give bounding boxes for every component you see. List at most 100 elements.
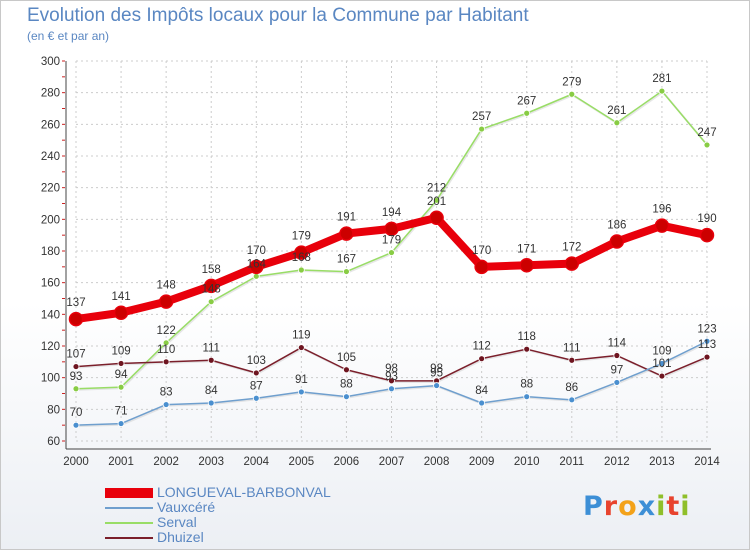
- data-label: 212: [427, 182, 446, 194]
- y-tick-label: 220: [41, 183, 60, 195]
- data-label: 110: [157, 344, 175, 356]
- logo-letter: P: [583, 491, 604, 522]
- data-label: 98: [385, 363, 398, 375]
- data-point: [207, 298, 215, 306]
- data-point: [388, 377, 395, 385]
- x-tick-label: 2013: [649, 456, 675, 468]
- data-label: 261: [607, 105, 626, 117]
- chart-title: Evolution des Impôts locaux pour la Comm…: [27, 5, 529, 26]
- data-label: 247: [697, 127, 716, 139]
- data-label: 103: [247, 355, 266, 367]
- data-point: [297, 266, 305, 274]
- y-tick-label: 140: [41, 309, 60, 321]
- x-tick-label: 2004: [243, 456, 269, 468]
- logo-letter: t: [666, 491, 681, 522]
- x-tick-label: 2009: [469, 456, 495, 468]
- data-label: 109: [111, 345, 130, 357]
- data-point: [343, 268, 350, 275]
- data-point: [478, 399, 486, 407]
- y-tick-label: 240: [41, 151, 60, 163]
- data-label: 107: [66, 349, 85, 361]
- data-point: [297, 344, 305, 351]
- data-point: [162, 339, 170, 347]
- data-label: 164: [247, 258, 267, 270]
- y-tick-label: 60: [47, 436, 60, 448]
- y-tick-label: 180: [41, 246, 60, 258]
- data-label: 84: [475, 385, 488, 397]
- data-label: 105: [337, 352, 356, 364]
- legend-swatch: [105, 488, 153, 498]
- data-label: 91: [295, 374, 308, 386]
- data-label: 98: [430, 363, 443, 375]
- data-label: 119: [292, 330, 310, 342]
- data-point: [297, 388, 305, 396]
- legend-swatch: [105, 507, 153, 509]
- data-point: [249, 259, 264, 275]
- data-label: 196: [652, 204, 671, 216]
- legend-swatch: [105, 537, 153, 539]
- y-tick-label: 80: [47, 404, 60, 416]
- x-tick-label: 2006: [334, 456, 360, 468]
- y-tick-label: 120: [41, 341, 60, 353]
- y-tick-label: 260: [41, 119, 60, 131]
- x-tick-label: 2014: [694, 456, 720, 468]
- proxiti-logo: Proxiti: [583, 491, 691, 522]
- data-point: [703, 141, 711, 149]
- data-point: [523, 345, 531, 353]
- data-point: [429, 210, 444, 225]
- data-label: 172: [562, 242, 581, 254]
- data-label: 123: [697, 323, 716, 335]
- logo-letter: x: [637, 491, 657, 522]
- x-tick-label: 2005: [289, 456, 315, 468]
- data-point: [658, 360, 666, 367]
- data-point: [568, 356, 576, 364]
- data-point: [117, 360, 125, 367]
- legend-label: LONGUEVAL-BARBONVAL: [157, 484, 331, 500]
- data-point: [117, 383, 125, 391]
- data-point: [478, 125, 486, 133]
- data-label: 168: [292, 252, 311, 264]
- data-point: [162, 358, 170, 366]
- data-label: 267: [517, 95, 536, 107]
- legend-label: Vauxcéré: [157, 499, 216, 515]
- data-label: 148: [157, 280, 176, 292]
- data-label: 179: [382, 235, 401, 247]
- data-label: 190: [697, 213, 716, 225]
- data-label: 88: [340, 379, 353, 391]
- data-label: 167: [337, 254, 356, 266]
- data-point: [658, 372, 666, 380]
- data-label: 84: [205, 385, 218, 397]
- data-label: 281: [652, 73, 671, 85]
- data-point: [613, 119, 621, 127]
- data-label: 94: [115, 369, 128, 381]
- data-point: [252, 394, 260, 402]
- data-label: 112: [472, 341, 490, 353]
- data-point: [158, 294, 174, 309]
- data-label: 88: [520, 379, 533, 391]
- legend-label: Serval: [157, 514, 197, 530]
- x-tick-label: 2001: [108, 456, 134, 468]
- x-tick-label: 2012: [604, 456, 630, 468]
- data-label: 158: [202, 264, 221, 276]
- x-tick-label: 2011: [559, 456, 584, 468]
- data-point: [703, 337, 711, 345]
- data-point: [384, 221, 399, 237]
- data-label: 70: [70, 407, 83, 419]
- data-label: 179: [292, 231, 311, 243]
- data-point: [523, 393, 531, 401]
- logo-letter: r: [603, 491, 619, 522]
- data-label: 170: [247, 245, 266, 257]
- chart-subtitle: (en € et par an): [27, 29, 110, 43]
- logo-letter: i: [656, 491, 667, 522]
- data-label: 71: [115, 406, 128, 418]
- data-point: [68, 311, 84, 327]
- data-point: [474, 259, 489, 275]
- data-label: 279: [562, 76, 581, 88]
- data-point: [568, 90, 576, 98]
- data-point: [162, 401, 170, 408]
- y-tick-label: 280: [41, 88, 60, 100]
- data-label: 93: [385, 371, 398, 383]
- logo-letter: i: [680, 491, 691, 522]
